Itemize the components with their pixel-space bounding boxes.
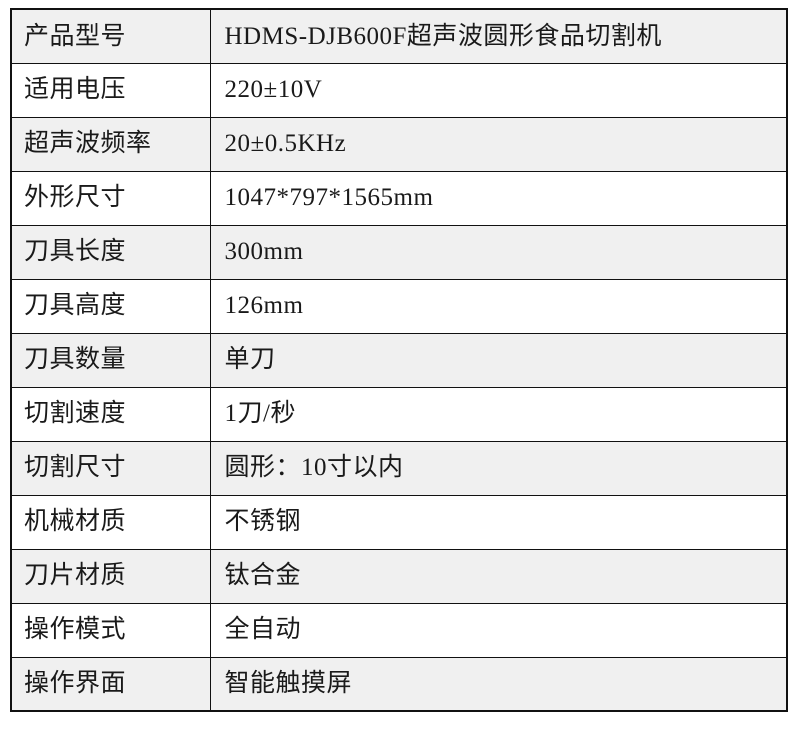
spec-label-cell: 产品型号: [10, 8, 211, 64]
spec-value-cell: 20±0.5KHz: [209, 116, 788, 172]
spec-value-cell: 1刀/秒: [209, 386, 788, 442]
spec-label-cell: 机械材质: [10, 494, 211, 550]
table-row: 适用电压 220±10V: [10, 62, 788, 118]
table-row: 刀具长度 300mm: [10, 224, 788, 280]
table-row: 操作界面 智能触摸屏: [10, 656, 788, 712]
spec-label-cell: 切割速度: [10, 386, 211, 442]
spec-value-cell: 圆形：10寸以内: [209, 440, 788, 496]
table-row: 刀具高度 126mm: [10, 278, 788, 334]
table-row: 刀片材质 钛合金: [10, 548, 788, 604]
spec-value-cell: HDMS-DJB600F超声波圆形食品切割机: [209, 8, 788, 64]
table-row: 外形尺寸 1047*797*1565mm: [10, 170, 788, 226]
spec-value-cell: 钛合金: [209, 548, 788, 604]
spec-value-cell: 1047*797*1565mm: [209, 170, 788, 226]
product-spec-table-body: 产品型号 HDMS-DJB600F超声波圆形食品切割机 适用电压 220±10V 超声波…: [10, 8, 788, 712]
product-spec-table-container: 产品型号 HDMS-DJB600F超声波圆形食品切割机 适用电压 220±10V 超声波…: [10, 8, 788, 712]
spec-label-cell: 适用电压: [10, 62, 211, 118]
spec-label-cell: 刀片材质: [10, 548, 211, 604]
spec-value-cell: 不锈钢: [209, 494, 788, 550]
table-row: 刀具数量 单刀: [10, 332, 788, 388]
spec-value-cell: 300mm: [209, 224, 788, 280]
spec-value-cell: 单刀: [209, 332, 788, 388]
table-row: 切割速度 1刀/秒: [10, 386, 788, 442]
spec-label-cell: 操作界面: [10, 656, 211, 712]
spec-label-cell: 切割尺寸: [10, 440, 211, 496]
spec-label-cell: 外形尺寸: [10, 170, 211, 226]
table-row: 切割尺寸 圆形：10寸以内: [10, 440, 788, 496]
spec-label-cell: 刀具长度: [10, 224, 211, 280]
spec-label-cell: 超声波频率: [10, 116, 211, 172]
table-row: 产品型号 HDMS-DJB600F超声波圆形食品切割机: [10, 8, 788, 64]
spec-label-cell: 刀具高度: [10, 278, 211, 334]
spec-value-cell: 220±10V: [209, 62, 788, 118]
spec-value-cell: 126mm: [209, 278, 788, 334]
product-spec-table: 产品型号 HDMS-DJB600F超声波圆形食品切割机 适用电压 220±10V 超声波…: [10, 8, 788, 712]
table-row: 操作模式 全自动: [10, 602, 788, 658]
spec-label-cell: 操作模式: [10, 602, 211, 658]
spec-value-cell: 智能触摸屏: [209, 656, 788, 712]
table-row: 机械材质 不锈钢: [10, 494, 788, 550]
spec-label-cell: 刀具数量: [10, 332, 211, 388]
spec-value-cell: 全自动: [209, 602, 788, 658]
table-row: 超声波频率 20±0.5KHz: [10, 116, 788, 172]
